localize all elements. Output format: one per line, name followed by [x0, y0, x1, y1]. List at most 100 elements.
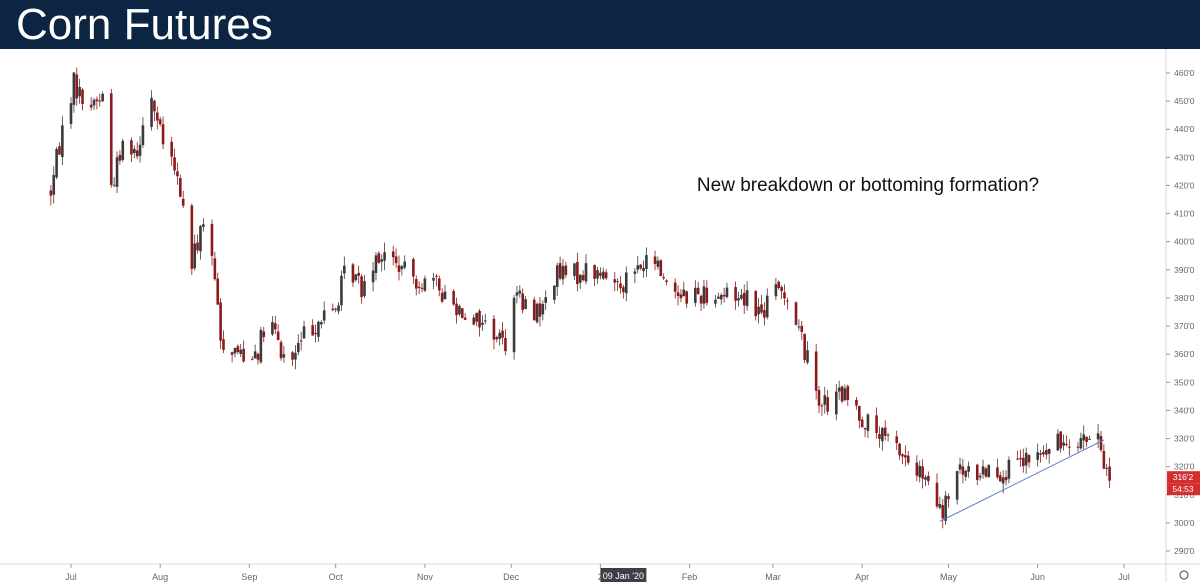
candle-body — [354, 274, 358, 281]
candle-body — [92, 99, 96, 106]
candle-body — [417, 286, 421, 289]
candle-body — [414, 279, 418, 289]
candle-body — [803, 333, 806, 360]
candle-body — [156, 112, 159, 121]
candle-body — [138, 144, 142, 156]
y-tick-label: 290'0 — [1174, 546, 1195, 556]
candle-body — [535, 303, 539, 323]
candle-body — [699, 295, 703, 304]
candle-body — [501, 330, 504, 338]
candle-body — [481, 322, 484, 325]
candle-body — [599, 272, 602, 276]
x-tick-label: Jun — [1030, 572, 1045, 582]
candle-body — [322, 310, 326, 321]
candle-body — [190, 205, 194, 270]
candle-body — [1045, 449, 1048, 455]
candle-body — [1085, 436, 1088, 443]
candle-body — [170, 141, 173, 157]
candle-body — [918, 465, 922, 478]
candle-body — [259, 329, 263, 363]
candle-body — [498, 332, 501, 339]
candle-body — [1076, 446, 1080, 448]
candle-body — [437, 278, 441, 291]
candle-body — [783, 292, 786, 299]
candle-body — [797, 326, 801, 328]
candle-body — [881, 428, 884, 442]
candle-body — [179, 178, 182, 197]
candle-body — [978, 475, 982, 478]
candle-body — [645, 255, 648, 270]
candle-body — [987, 464, 991, 478]
candle-body — [153, 100, 156, 112]
candle-body — [210, 223, 214, 256]
trendline[interactable] — [939, 439, 1105, 522]
candle-body — [662, 277, 665, 279]
candle-body — [737, 298, 740, 301]
x-tick-label: Nov — [417, 572, 434, 582]
candle-body — [754, 290, 758, 317]
candle-body — [250, 358, 254, 360]
candle-body — [981, 466, 985, 475]
candle-body — [423, 278, 427, 291]
candle-body — [478, 310, 481, 328]
chart-area[interactable]: 290'0300'0310'0320'0330'0340'0350'0360'0… — [0, 49, 1200, 582]
candle-body — [412, 258, 415, 277]
candle-body — [820, 405, 824, 407]
candle-body — [463, 317, 467, 320]
candle-body — [596, 270, 599, 279]
candle-body — [786, 300, 789, 302]
candle-body — [760, 304, 763, 313]
candle-body — [826, 397, 829, 412]
title-bar: Corn Futures — [0, 0, 1200, 49]
candle-body — [521, 293, 524, 310]
candle-body — [975, 464, 979, 480]
candle-body — [673, 282, 677, 292]
candle-body — [538, 303, 542, 317]
candle-body — [253, 351, 257, 359]
candle-body — [302, 326, 306, 339]
candle-body — [581, 275, 585, 281]
candle-body — [320, 322, 323, 325]
candle-body — [601, 271, 605, 279]
candle-body — [866, 414, 870, 431]
candlestick-chart[interactable]: 290'0300'0310'0320'0330'0340'0350'0360'0… — [0, 49, 1200, 582]
y-tick-label: 410'0 — [1174, 209, 1195, 219]
candle-body — [435, 275, 438, 277]
candle-body — [262, 331, 266, 338]
candle-body — [443, 291, 447, 300]
candle-body — [299, 340, 303, 342]
candle-body — [55, 148, 58, 178]
candle-body — [475, 312, 478, 322]
candle-body — [391, 251, 395, 258]
candle-body — [1108, 466, 1111, 481]
candle-body — [1068, 446, 1071, 448]
gear-icon[interactable] — [1179, 570, 1189, 580]
x-tick-label: May — [940, 572, 958, 582]
candle-body — [317, 321, 320, 337]
candle-body — [52, 174, 56, 195]
candle-body — [141, 125, 145, 146]
candle-body — [955, 471, 959, 500]
candle-body — [132, 149, 136, 154]
candle-body — [112, 184, 116, 186]
candle-body — [273, 323, 277, 330]
candle-body — [777, 281, 781, 289]
y-tick-label: 450'0 — [1174, 96, 1195, 106]
candle-body — [337, 305, 340, 312]
candle-body — [219, 302, 222, 341]
candle-body — [161, 124, 165, 145]
candle-body — [101, 93, 104, 102]
candle-body — [374, 255, 378, 273]
candle-body — [115, 157, 119, 187]
candle-body — [1082, 434, 1086, 441]
candle-body — [236, 346, 240, 353]
countdown-label: 54:53 — [1172, 484, 1194, 494]
candle-body — [541, 303, 545, 315]
candle-body — [636, 265, 640, 270]
candle-body — [1099, 435, 1103, 451]
candle-body — [109, 93, 113, 185]
candle-body — [947, 496, 950, 500]
candle-body — [1036, 452, 1039, 460]
candle-body — [440, 292, 444, 302]
candle-body — [682, 289, 686, 297]
